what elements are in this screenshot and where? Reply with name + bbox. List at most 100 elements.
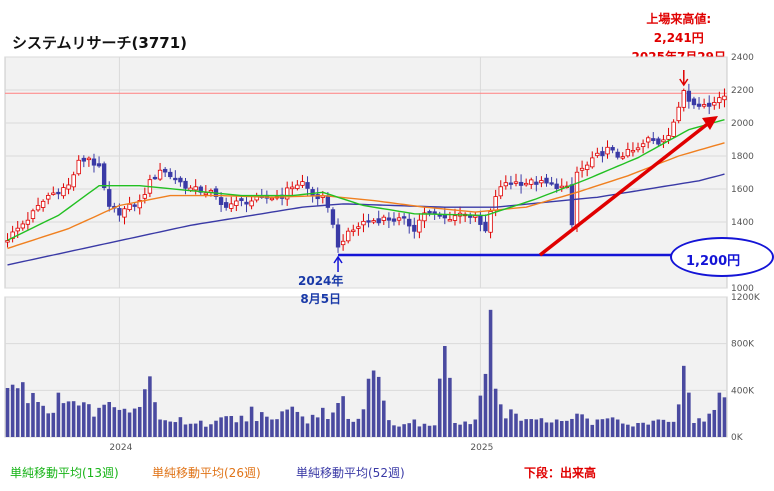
candle-up [488,211,493,233]
volume-bar [10,384,15,437]
volume-bar [432,425,437,437]
price-tick-label: 2200 [731,86,754,96]
volume-bar [478,395,483,437]
volume-bar [661,419,666,437]
volume-bar [224,416,228,437]
volume-tick-label: 1200K [731,293,761,303]
volume-bar [549,422,554,437]
candle-up [40,200,46,208]
volume-bar [676,404,681,437]
candle-down [315,194,320,200]
candle-down [656,138,661,145]
volume-bar [687,392,691,437]
uptrend-arrow [538,120,712,257]
volume-bar [61,403,66,437]
candle-up [646,137,651,143]
volume-bar [92,416,96,437]
candle-up [722,95,727,101]
volume-bar [239,415,244,437]
volume-bar [244,421,249,437]
candle-down [335,224,341,248]
candle-up [234,200,239,206]
volume-bar [493,388,498,437]
volume-bar [41,405,45,437]
volume-bar [498,404,503,437]
candle-down [391,218,397,222]
legend-ma26: 単純移動平均(26週) [152,466,261,480]
volume-bar [270,419,274,437]
volume-bar [107,402,112,437]
candle-up [584,164,590,170]
volume-bar [193,423,198,437]
volume-bar [697,418,701,437]
candle-down [401,216,407,219]
candle-up [137,200,142,209]
legend-ma13: 単純移動平均(13週) [10,466,119,480]
volume-bar [36,402,40,437]
candle-up [493,196,498,211]
volume-bar [671,421,676,437]
ma13-line [7,119,725,241]
candle-up [381,216,386,221]
candle-down [152,176,158,180]
low-date-annotation: 2024年 8月5日 [298,272,343,308]
volume-bar [402,424,406,437]
volume-bar [21,382,25,437]
volume-bar [280,411,284,437]
candle-down [117,208,122,216]
support-price-label: 1,200円 [686,254,741,269]
volume-bar [636,423,640,437]
volume-bar [310,414,315,437]
volume-tick-label: 800K [731,340,755,350]
volume-bar [351,421,356,437]
candle-up [661,139,666,143]
candle-up [76,159,81,175]
volume-bar [331,412,335,437]
volume-bar [71,401,76,437]
price-tick-label: 1600 [731,185,754,195]
volume-bar [483,373,488,437]
volume-bar [97,407,101,437]
candle-up [712,102,717,106]
candle-down [508,182,514,185]
volume-bar [458,424,462,437]
volume-bar [565,420,569,437]
volume-bar [559,421,564,437]
volume-bar [524,419,528,437]
volume-bar [31,392,35,437]
candle-up [503,182,509,187]
volume-bar [336,403,340,437]
candle-down [132,204,137,207]
candle-down [107,189,112,207]
volume-bar [417,426,422,437]
candle-up [579,167,585,171]
volume-bar [153,402,157,437]
candle-up [340,240,346,246]
candle-up [620,156,625,159]
volume-bar [529,419,534,437]
peak-line-1: 上場来高値: [646,12,712,26]
candle-up [249,200,254,207]
candle-up [417,219,422,233]
low-date-day: 8月5日 [300,292,342,306]
candle-down [651,138,656,141]
volume-bar [437,378,442,437]
volume-bar [412,419,417,437]
volume-bar [229,416,234,437]
volume-bar [127,412,132,437]
candle-down [101,163,107,189]
low-marker-arrowhead [333,255,343,264]
candle-down [569,184,575,226]
candle-up [5,240,10,243]
candle-up [71,174,76,188]
candle-up [295,184,300,189]
volume-bar [326,419,330,437]
candle-down [244,201,249,205]
candle-up [361,220,366,226]
candle-up [452,215,458,221]
candle-down [432,211,437,215]
volume-bar [204,426,208,437]
volume-bar [580,414,584,437]
volume-bar [163,420,167,437]
volume-bar [188,423,193,437]
